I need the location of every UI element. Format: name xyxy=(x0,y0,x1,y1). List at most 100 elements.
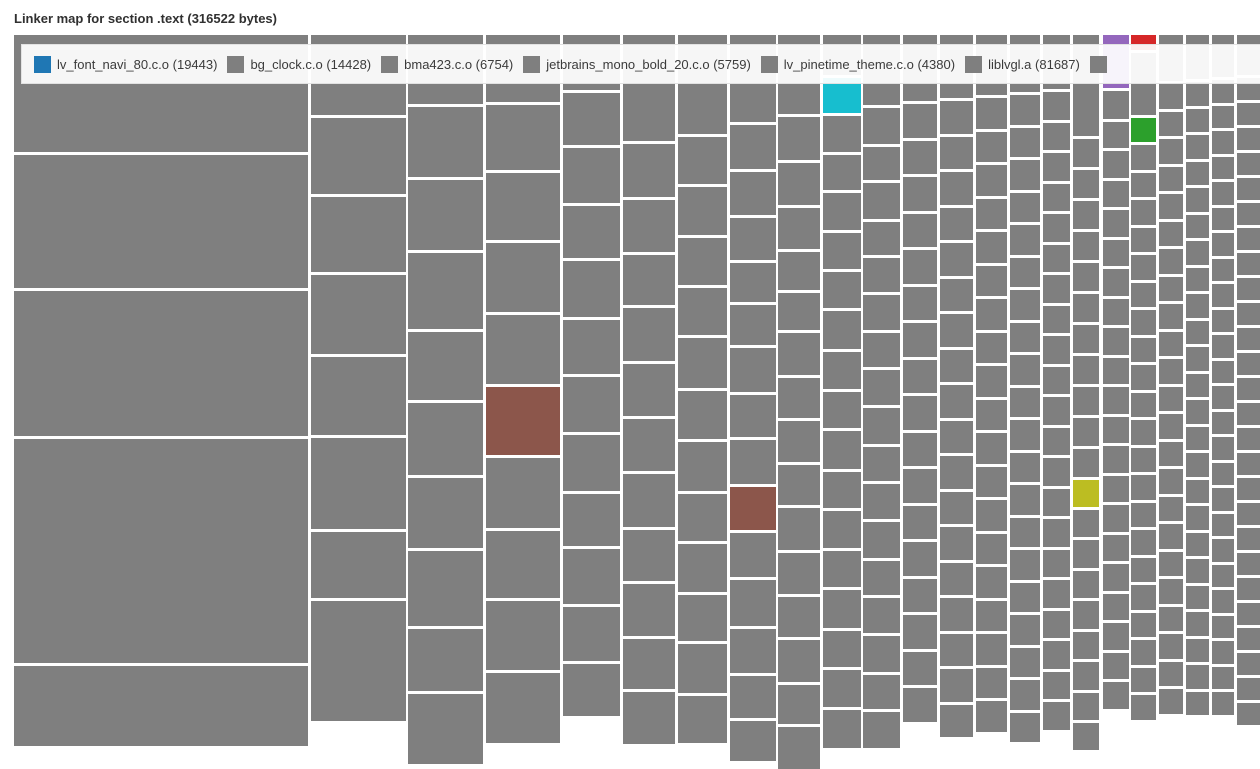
treemap-cell[interactable] xyxy=(1186,692,1209,715)
treemap-cell[interactable] xyxy=(14,291,308,436)
treemap-cell[interactable] xyxy=(823,193,861,230)
treemap-cell[interactable] xyxy=(1103,535,1129,561)
treemap-cell[interactable] xyxy=(563,206,620,258)
treemap-cell[interactable] xyxy=(730,721,776,761)
treemap-cell[interactable] xyxy=(1010,225,1040,255)
treemap-cell[interactable] xyxy=(1073,325,1099,353)
treemap-cell[interactable] xyxy=(1073,170,1099,198)
treemap-cell[interactable] xyxy=(1237,428,1260,450)
treemap-cell[interactable] xyxy=(1237,628,1260,650)
treemap-cell[interactable] xyxy=(1043,458,1070,486)
treemap-cell[interactable] xyxy=(863,222,900,255)
treemap-cell[interactable] xyxy=(563,320,620,374)
treemap-cell[interactable] xyxy=(940,101,973,134)
treemap-cell[interactable] xyxy=(1212,131,1234,154)
treemap-cell[interactable] xyxy=(1043,519,1070,547)
treemap-cell[interactable] xyxy=(1237,403,1260,425)
treemap-cell[interactable] xyxy=(940,669,973,702)
treemap-cell[interactable] xyxy=(1186,82,1209,106)
treemap-cell[interactable] xyxy=(1043,580,1070,608)
treemap-cell[interactable] xyxy=(778,727,820,769)
treemap-cell[interactable] xyxy=(1212,463,1234,485)
treemap-cell[interactable] xyxy=(486,531,560,598)
treemap-cell[interactable] xyxy=(1159,689,1183,714)
treemap-cell[interactable] xyxy=(778,421,820,462)
treemap-cell[interactable] xyxy=(1237,703,1260,725)
treemap-cell[interactable] xyxy=(623,255,675,305)
treemap-cell[interactable] xyxy=(1212,335,1234,358)
treemap-cell[interactable] xyxy=(678,544,727,592)
treemap-cell[interactable] xyxy=(863,598,900,633)
treemap-cell[interactable] xyxy=(1212,208,1234,230)
treemap-cell[interactable] xyxy=(1212,361,1234,383)
treemap-cell[interactable] xyxy=(1159,552,1183,576)
treemap-cell[interactable] xyxy=(903,141,937,174)
treemap-cell[interactable] xyxy=(1103,358,1129,384)
treemap-cell[interactable] xyxy=(778,553,820,594)
treemap-cell[interactable] xyxy=(1103,387,1129,414)
treemap-cell[interactable] xyxy=(1237,103,1260,125)
treemap-cell[interactable] xyxy=(1212,565,1234,587)
treemap-cell[interactable] xyxy=(1103,240,1129,266)
treemap-cell[interactable] xyxy=(1010,95,1040,125)
treemap-cell[interactable] xyxy=(1043,92,1070,120)
treemap-cell[interactable] xyxy=(1043,428,1070,455)
treemap-cell[interactable] xyxy=(1237,453,1260,475)
treemap-cell[interactable] xyxy=(1073,201,1099,229)
treemap-cell[interactable] xyxy=(903,323,937,357)
treemap-cell[interactable] xyxy=(1103,328,1129,355)
treemap-cell[interactable] xyxy=(903,688,937,722)
treemap-cell[interactable] xyxy=(1237,553,1260,575)
treemap-cell[interactable] xyxy=(778,117,820,160)
treemap-cell[interactable] xyxy=(1237,503,1260,525)
treemap-cell[interactable] xyxy=(1159,359,1183,384)
treemap-cell[interactable] xyxy=(408,551,483,626)
treemap-cell[interactable] xyxy=(730,172,776,215)
treemap-cell[interactable] xyxy=(1237,528,1260,550)
treemap-cell[interactable] xyxy=(1212,157,1234,179)
treemap-cell[interactable] xyxy=(563,377,620,432)
treemap-cell[interactable] xyxy=(1131,173,1156,197)
treemap-cell[interactable] xyxy=(1186,665,1209,689)
treemap-cell[interactable] xyxy=(778,208,820,249)
treemap-cell[interactable] xyxy=(1212,310,1234,332)
treemap-cell[interactable] xyxy=(678,238,727,285)
treemap-cell[interactable] xyxy=(778,252,820,290)
treemap-cell[interactable] xyxy=(1010,648,1040,677)
treemap-cell[interactable] xyxy=(1010,323,1040,352)
treemap-cell[interactable] xyxy=(1010,355,1040,385)
treemap-cell[interactable] xyxy=(14,439,308,663)
treemap-cell[interactable] xyxy=(1073,232,1099,260)
treemap-cell[interactable] xyxy=(563,549,620,604)
treemap-cell[interactable] xyxy=(1131,283,1156,307)
treemap-cell[interactable] xyxy=(976,668,1007,698)
treemap-cell[interactable] xyxy=(1131,613,1156,637)
treemap-cell[interactable] xyxy=(1212,616,1234,638)
treemap-cell[interactable] xyxy=(1103,623,1129,650)
treemap-cell[interactable] xyxy=(678,391,727,439)
treemap-cell[interactable] xyxy=(486,105,560,170)
treemap-cell[interactable] xyxy=(1159,139,1183,164)
treemap-cell[interactable] xyxy=(903,250,937,284)
treemap-cell[interactable] xyxy=(730,440,776,484)
treemap-cell[interactable] xyxy=(863,522,900,558)
treemap-cell[interactable] xyxy=(486,673,560,743)
treemap-cell[interactable] xyxy=(1043,550,1070,577)
treemap-cell[interactable] xyxy=(1103,122,1129,148)
treemap-cell[interactable] xyxy=(976,132,1007,162)
treemap-cell[interactable] xyxy=(1186,612,1209,636)
treemap-cell[interactable] xyxy=(408,332,483,400)
treemap-cell[interactable] xyxy=(1073,356,1099,384)
treemap-cell[interactable] xyxy=(823,631,861,667)
treemap-cell[interactable] xyxy=(563,93,620,145)
treemap-cell[interactable] xyxy=(1073,418,1099,446)
treemap-cell[interactable] xyxy=(1131,503,1156,527)
treemap-cell[interactable] xyxy=(863,370,900,405)
treemap-cell[interactable] xyxy=(1237,178,1260,200)
treemap-cell[interactable] xyxy=(976,601,1007,631)
treemap-cell[interactable] xyxy=(863,295,900,330)
treemap-cell[interactable] xyxy=(1237,228,1260,250)
treemap-cell[interactable] xyxy=(903,615,937,649)
treemap-cell[interactable] xyxy=(940,279,973,311)
treemap-cell[interactable] xyxy=(976,199,1007,229)
